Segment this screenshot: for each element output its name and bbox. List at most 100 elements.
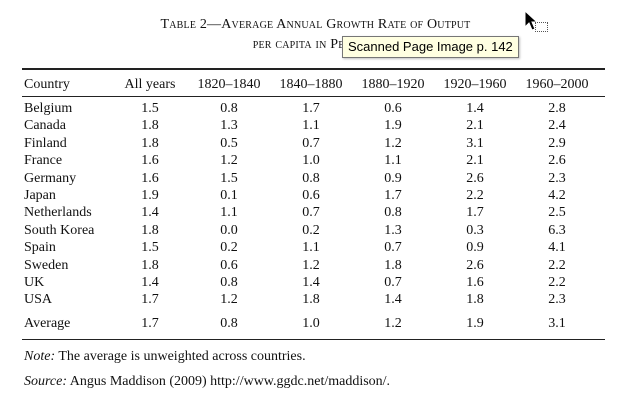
table-cell: 0.1 (220, 188, 238, 203)
table-cell: 4.1 (548, 240, 566, 255)
table-cell: 0.7 (302, 136, 320, 151)
table-subtitle: per capita in Percent (252, 37, 379, 52)
table-cell: 2.2 (548, 258, 566, 273)
row-country: Netherlands (24, 205, 92, 220)
table-cell: 1.4 (302, 275, 320, 290)
table-cell: 1.1 (220, 205, 238, 220)
row-country: Germany (24, 171, 77, 186)
table-cell: 1.6 (466, 275, 484, 290)
table-cell: 1.6 (141, 171, 159, 186)
table-cell: 1.8 (466, 292, 484, 307)
column-header-country: Country (24, 77, 70, 92)
note-text: The average is unweighted across countri… (55, 349, 306, 364)
row-country: Sweden (24, 258, 69, 273)
row-country: France (24, 153, 63, 168)
row-country: USA (24, 292, 53, 307)
table-cell: 0.2 (302, 223, 320, 238)
average-cell: 1.2 (384, 316, 402, 331)
table-cell: 1.8 (141, 136, 159, 151)
table-cell: 1.9 (141, 188, 159, 203)
table-cell: 1.8 (141, 258, 159, 273)
table-cell: 1.0 (302, 153, 320, 168)
header-rule (22, 96, 605, 97)
column-header: All years (124, 77, 176, 92)
row-country: Spain (24, 240, 56, 255)
note-label: Note: (24, 349, 56, 364)
table-cell: 1.4 (141, 275, 159, 290)
table-cell: 0.6 (220, 258, 238, 273)
table-cell: 2.9 (548, 136, 566, 151)
table-cell: 4.2 (548, 188, 566, 203)
table-cell: 1.5 (220, 171, 238, 186)
table-cell: 0.5 (220, 136, 238, 151)
table-cell: 1.3 (220, 118, 238, 133)
table-cell: 0.9 (466, 240, 484, 255)
row-country: Belgium (24, 101, 73, 116)
table-cell: 0.7 (384, 275, 402, 290)
column-header: 1880–1920 (361, 77, 425, 92)
tooltip: Scanned Page Image p. 142 (342, 36, 519, 58)
column-header: 1920–1960 (443, 77, 507, 92)
column-header: 1840–1880 (279, 77, 343, 92)
table-cell: 2.6 (548, 153, 566, 168)
average-cell: 0.8 (220, 316, 238, 331)
drag-selection-icon (535, 22, 548, 32)
table-cell: 2.6 (466, 171, 484, 186)
table-cell: 1.1 (302, 118, 320, 133)
table-cell: 1.1 (384, 153, 402, 168)
source-line: Source: Angus Maddison (2009) http://www… (24, 374, 390, 390)
table-cell: 0.8 (220, 275, 238, 290)
table-cell: 0.3 (466, 223, 484, 238)
top-rule (22, 68, 605, 70)
table-cell: 6.3 (548, 223, 566, 238)
table-cell: 1.9 (384, 118, 402, 133)
row-country: South Korea (24, 223, 95, 238)
table-title: Table 2—Average Annual Growth Rate of Ou… (160, 17, 471, 32)
table-cell: 0.7 (302, 205, 320, 220)
bottom-rule (22, 339, 605, 340)
row-country: Finland (24, 136, 67, 151)
column-header: 1820–1840 (197, 77, 261, 92)
table-cell: 1.4 (141, 205, 159, 220)
table-cell: 0.9 (384, 171, 402, 186)
table-cell: 1.8 (302, 292, 320, 307)
table-cell: 2.3 (548, 292, 566, 307)
table-cell: 2.2 (548, 275, 566, 290)
row-country: UK (24, 275, 45, 290)
table-cell: 2.5 (548, 205, 566, 220)
table-cell: 1.2 (302, 258, 320, 273)
row-country: Japan (24, 188, 56, 203)
table-cell: 0.2 (220, 240, 238, 255)
table-cell: 1.7 (302, 101, 320, 116)
table-cell: 2.6 (466, 258, 484, 273)
table-cell: 1.7 (141, 292, 159, 307)
table-cell: 3.1 (466, 136, 484, 151)
row-average-label: Average (24, 316, 71, 331)
table-cell: 2.2 (466, 188, 484, 203)
table-cell: 1.5 (141, 240, 159, 255)
note-line: Note: The average is unweighted across c… (24, 349, 306, 365)
table-cell: 1.5 (141, 101, 159, 116)
table-cell: 1.7 (384, 188, 402, 203)
table-cell: 1.2 (220, 153, 238, 168)
table-cell: 1.8 (384, 258, 402, 273)
table-cell: 2.1 (466, 118, 484, 133)
average-cell: 3.1 (548, 316, 566, 331)
table-cell: 1.4 (466, 101, 484, 116)
table-cell: 0.8 (302, 171, 320, 186)
table-cell: 0.7 (384, 240, 402, 255)
table-cell: 2.4 (548, 118, 566, 133)
table-cell: 1.2 (220, 292, 238, 307)
table-cell: 1.3 (384, 223, 402, 238)
source-text[interactable]: Angus Maddison (2009) http://www.ggdc.ne… (67, 374, 391, 389)
table-cell: 1.1 (302, 240, 320, 255)
table-cell: 0.6 (302, 188, 320, 203)
table-cell: 0.6 (384, 101, 402, 116)
table-cell: 2.8 (548, 101, 566, 116)
source-label: Source: (24, 374, 68, 389)
table-cell: 1.2 (384, 136, 402, 151)
table-cell: 1.8 (141, 223, 159, 238)
average-cell: 1.9 (466, 316, 484, 331)
table-cell: 2.1 (466, 153, 484, 168)
table-cell: 1.4 (384, 292, 402, 307)
